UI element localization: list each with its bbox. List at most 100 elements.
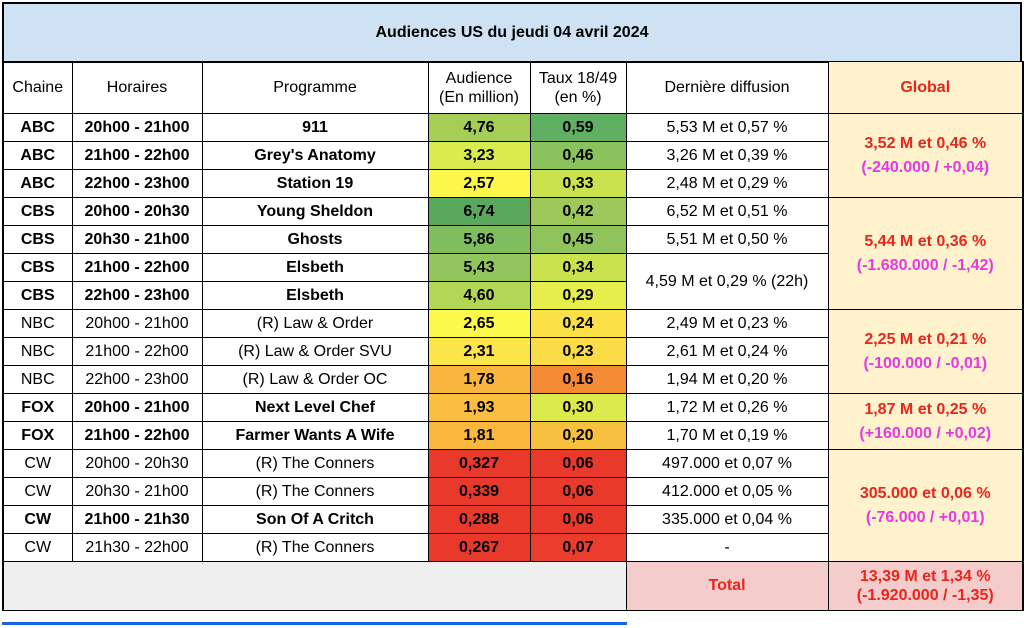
taux-cell: 0,06	[529, 505, 627, 534]
chaine-cell: CW	[2, 533, 73, 562]
global-sub: (-76.000 / +0,01)	[865, 508, 985, 526]
table-row: ABC 22h00 - 23h00 Station 19 2,57 0,33 2,48 M…	[2, 169, 1023, 198]
global-main: 305.000 et 0,06 %	[859, 484, 991, 502]
taux-cell: 0,30	[529, 393, 627, 422]
programme-cell: (R) Law & Order	[201, 309, 429, 338]
derniere-cell: -	[625, 533, 829, 562]
taux-cell: 0,24	[529, 309, 627, 338]
table-row: CBS 21h00 - 22h00 Elsbeth 5,43 0,34 4,59 M et…	[2, 253, 1023, 310]
total-value: 13,39 M et 1,34 % (-1.920.000 / -1,35)	[827, 561, 1024, 611]
derniere-cell: 2,49 M et 0,23 %	[625, 309, 829, 338]
horaires-cell: 20h30 - 21h00	[71, 477, 203, 506]
programme-cell: (R) The Conners	[201, 533, 429, 562]
header-taux-line1: Taux 18/49	[538, 69, 618, 87]
total-row: Total 13,39 M et 1,34 % (-1.920.000 / -1,3…	[2, 561, 1024, 611]
derniere-cell: 497.000 et 0,07 %	[625, 449, 829, 478]
derniere-cell: 335.000 et 0,04 %	[625, 505, 829, 534]
chaine-cell: ABC	[2, 169, 73, 198]
table-row: CBS 20h30 - 21h00 Ghosts 5,86 0,45 5,51 M et …	[2, 225, 1023, 254]
derniere-cell: 1,70 M et 0,19 %	[625, 421, 829, 450]
horaires-cell: 21h00 - 22h00	[71, 337, 203, 366]
derniere-cell: 6,52 M et 0,51 %	[625, 197, 829, 226]
header-programme: Programme	[201, 61, 429, 114]
chaine-cell: NBC	[2, 309, 73, 338]
horaires-cell: 20h30 - 21h00	[71, 225, 203, 254]
horaires-cell: 21h00 - 22h00	[71, 253, 203, 282]
horaires-cell: 21h00 - 22h00	[71, 141, 203, 170]
table-row: CW 21h30 - 22h00 (R) The Conners 0,267 0,07-	[2, 533, 1023, 562]
audience-cell: 2,57	[427, 169, 531, 198]
chaine-cell: ABC	[2, 113, 73, 142]
audience-cell: 4,76	[427, 113, 531, 142]
audience-cell: 5,86	[427, 225, 531, 254]
audience-cell: 1,93	[427, 393, 531, 422]
programme-cell: Next Level Chef	[201, 393, 429, 422]
audience-cell: 0,288	[427, 505, 531, 534]
chaine-cell: CW	[2, 449, 73, 478]
chaine-cell: FOX	[2, 393, 73, 422]
total-blank	[2, 561, 627, 611]
horaires-cell: 20h00 - 21h00	[71, 113, 203, 142]
chaine-cell: CW	[2, 505, 73, 534]
table-row: CBS 22h00 - 23h00 Elsbeth 4,60 0,29	[2, 281, 1023, 310]
taux-cell: 0,29	[529, 281, 627, 310]
taux-cell: 0,42	[529, 197, 627, 226]
taux-cell: 0,06	[529, 477, 627, 506]
taux-cell: 0,45	[529, 225, 627, 254]
programme-cell: Elsbeth	[201, 253, 429, 282]
header-derniere: Dernière diffusion	[625, 61, 829, 114]
global-main: 3,52 M et 0,46 %	[864, 134, 987, 152]
taux-cell: 0,20	[529, 421, 627, 450]
programme-cell: (R) The Conners	[201, 477, 429, 506]
chaine-cell: CBS	[2, 197, 73, 226]
table-row: CW 20h00 - 20h30 (R) The Conners 0,327 0,06 4…	[2, 449, 1024, 562]
header-row: Chaine Horaires Programme Audience (En mi…	[2, 61, 1024, 114]
programme-cell: (R) Law & Order SVU	[201, 337, 429, 366]
derniere-cell: 2,48 M et 0,29 %	[625, 169, 829, 198]
table-row: ABC 20h00 - 21h00 911 4,76 0,59 5,53 M et 0,5…	[2, 113, 1024, 198]
taux-cell: 0,46	[529, 141, 627, 170]
total-label: Total	[625, 561, 829, 611]
audience-cell: 3,23	[427, 141, 531, 170]
taux-cell: 0,59	[529, 113, 627, 142]
derniere-cell: 5,53 M et 0,57 %	[625, 113, 829, 142]
horaires-cell: 20h00 - 20h30	[71, 449, 203, 478]
table-row: ABC 21h00 - 22h00 Grey's Anatomy 3,23 0,46 3,…	[2, 141, 1023, 170]
global-sub: (+160.000 / +0,02)	[859, 424, 992, 442]
programme-cell: Station 19	[201, 169, 429, 198]
global-sub: (-1.680.000 / -1,42)	[856, 256, 994, 274]
horaires-cell: 21h00 - 21h30	[71, 505, 203, 534]
total-sub: (-1.920.000 / -1,35)	[856, 587, 994, 604]
header-audience-line1: Audience	[445, 69, 513, 87]
programme-cell: (R) Law & Order OC	[201, 365, 429, 394]
derniere-cell: 5,51 M et 0,50 %	[625, 225, 829, 254]
table-row: NBC 20h00 - 21h00 (R) Law & Order 2,65 0,24 2…	[2, 309, 1024, 394]
audience-cell: 0,267	[427, 533, 531, 562]
table-row: NBC 22h00 - 23h00 (R) Law & Order OC 1,78 0,…	[2, 365, 1023, 394]
chaine-cell: CBS	[2, 281, 73, 310]
programme-cell: Young Sheldon	[201, 197, 429, 226]
global-cell: 3,52 M et 0,46 % (-240.000 / +0,04)	[827, 113, 1024, 198]
table-row: CBS 20h00 - 20h30 Young Sheldon 6,74 0,42 6,5…	[2, 197, 1024, 310]
taux-cell: 0,16	[529, 365, 627, 394]
horaires-cell: 20h00 - 20h30	[71, 197, 203, 226]
taux-cell: 0,23	[529, 337, 627, 366]
global-sub: (-240.000 / +0,04)	[861, 158, 990, 176]
audience-cell: 2,31	[427, 337, 531, 366]
derniere-cell: 3,26 M et 0,39 %	[625, 141, 829, 170]
audience-cell: 4,60	[427, 281, 531, 310]
derniere-cell: 1,94 M et 0,20 %	[625, 365, 829, 394]
programme-cell: Grey's Anatomy	[201, 141, 429, 170]
horaires-cell: 22h00 - 23h00	[71, 281, 203, 310]
header-chaine: Chaine	[2, 61, 73, 114]
header-audience-line2: (En million)	[438, 88, 519, 106]
programme-cell: (R) The Conners	[201, 449, 429, 478]
taux-cell: 0,07	[529, 533, 627, 562]
global-cell: 305.000 et 0,06 % (-76.000 / +0,01)	[827, 449, 1024, 562]
global-main: 1,87 M et 0,25 %	[864, 400, 987, 418]
global-cell: 1,87 M et 0,25 % (+160.000 / +0,02)	[827, 393, 1024, 450]
global-cell: 2,25 M et 0,21 % (-100.000 / -0,01)	[827, 309, 1024, 394]
horaires-cell: 21h30 - 22h00	[71, 533, 203, 562]
derniere-cell: 412.000 et 0,05 %	[625, 477, 829, 506]
